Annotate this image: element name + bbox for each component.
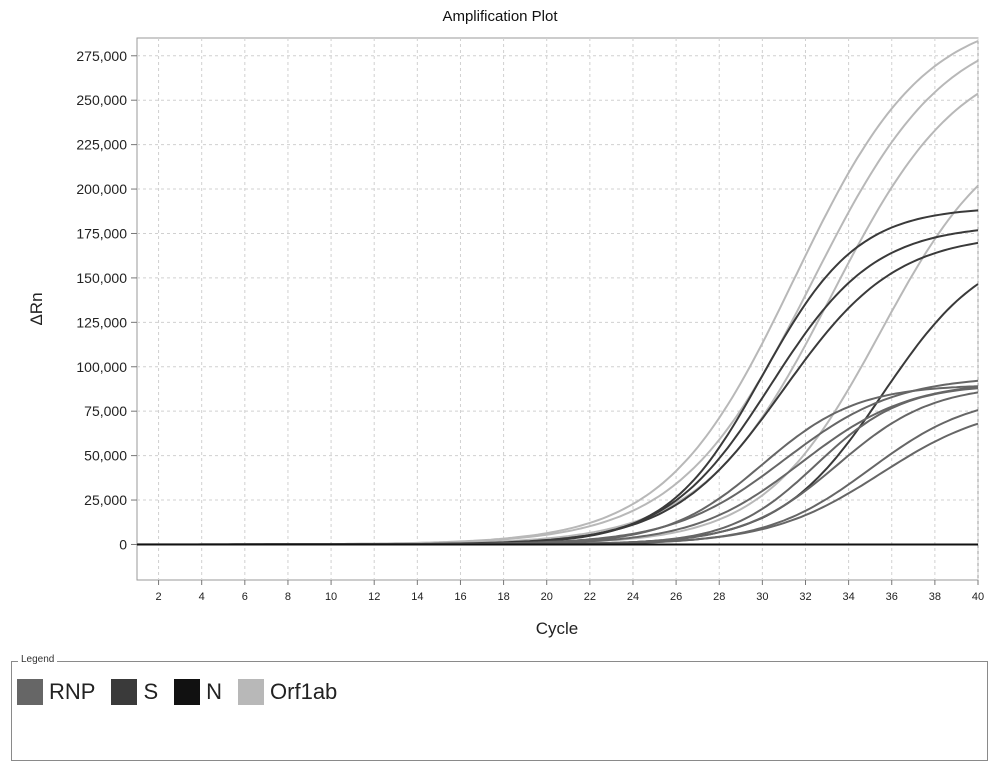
x-tick-label: 36 (886, 591, 898, 603)
y-tick-label: 150,000 (76, 270, 127, 286)
legend-swatch (17, 679, 43, 705)
x-tick-label: 30 (756, 591, 768, 603)
x-tick-label: 10 (325, 591, 337, 603)
x-axis-label: Cycle (536, 619, 579, 638)
legend-item-n: N (174, 679, 222, 705)
y-tick-label: 275,000 (76, 48, 127, 64)
grid-lines (137, 38, 979, 580)
y-tick-label: 0 (119, 536, 127, 552)
x-tick-label: 22 (584, 591, 596, 603)
y-tick-label: 225,000 (76, 137, 127, 153)
y-axis-label: ΔRn (27, 292, 46, 325)
legend-swatch (111, 679, 138, 705)
x-tick-label: 24 (627, 591, 639, 603)
x-tick-label: 8 (285, 591, 291, 603)
x-tick-label: 20 (541, 591, 553, 603)
legend-caption: Legend (18, 654, 58, 665)
y-tick-label: 50,000 (84, 448, 127, 464)
y-tick-label: 250,000 (76, 92, 127, 108)
legend-item-orf1ab: Orf1ab (238, 679, 337, 705)
legend-swatch (238, 679, 265, 705)
legend-label: S (143, 679, 159, 704)
x-tick-label: 28 (713, 591, 725, 603)
x-tick-label: 4 (199, 591, 205, 603)
legend-item-s: S (111, 679, 158, 705)
y-tick-label: 75,000 (84, 403, 127, 419)
x-tick-label: 6 (242, 591, 248, 603)
x-tick-label: 38 (929, 591, 941, 603)
legend: RNP S N Orf1ab (17, 679, 353, 705)
x-tick-label: 16 (454, 591, 466, 603)
chart-title: Amplification Plot (442, 8, 558, 25)
y-tick-labels: 0 25,000 50,000 75,000 100,000 125,000 150,000… (76, 48, 137, 552)
amplification-curves (137, 40, 979, 546)
x-tick-label: 40 (972, 591, 984, 603)
amplification-chart: Amplification Plot 0 25,000 50,000 75,000 10… (27, 8, 984, 638)
y-tick-label: 200,000 (76, 181, 127, 197)
y-tick-label: 100,000 (76, 359, 127, 375)
x-tick-label: 26 (670, 591, 682, 603)
x-tick-label: 2 (156, 591, 162, 603)
x-tick-label: 18 (497, 591, 509, 603)
y-tick-label: 175,000 (76, 225, 127, 241)
legend-item-rnp: RNP (17, 679, 95, 705)
legend-box (11, 661, 988, 761)
legend-swatch (174, 679, 201, 705)
x-tick-label: 14 (411, 591, 423, 603)
y-tick-label: 125,000 (76, 314, 127, 330)
legend-label: Orf1ab (270, 679, 338, 704)
x-tick-label: 34 (842, 591, 854, 603)
y-tick-label: 25,000 (84, 492, 127, 508)
x-tick-labels: 2 4 6 8 10 12 14 16 18 20 22 24 26 28 30 32 34 36 38 40 (156, 580, 984, 603)
plot-area (136, 37, 979, 581)
x-tick-label: 12 (368, 591, 380, 603)
legend-label: RNP (49, 679, 96, 704)
x-tick-label: 32 (799, 591, 811, 603)
legend-label: N (206, 679, 223, 704)
